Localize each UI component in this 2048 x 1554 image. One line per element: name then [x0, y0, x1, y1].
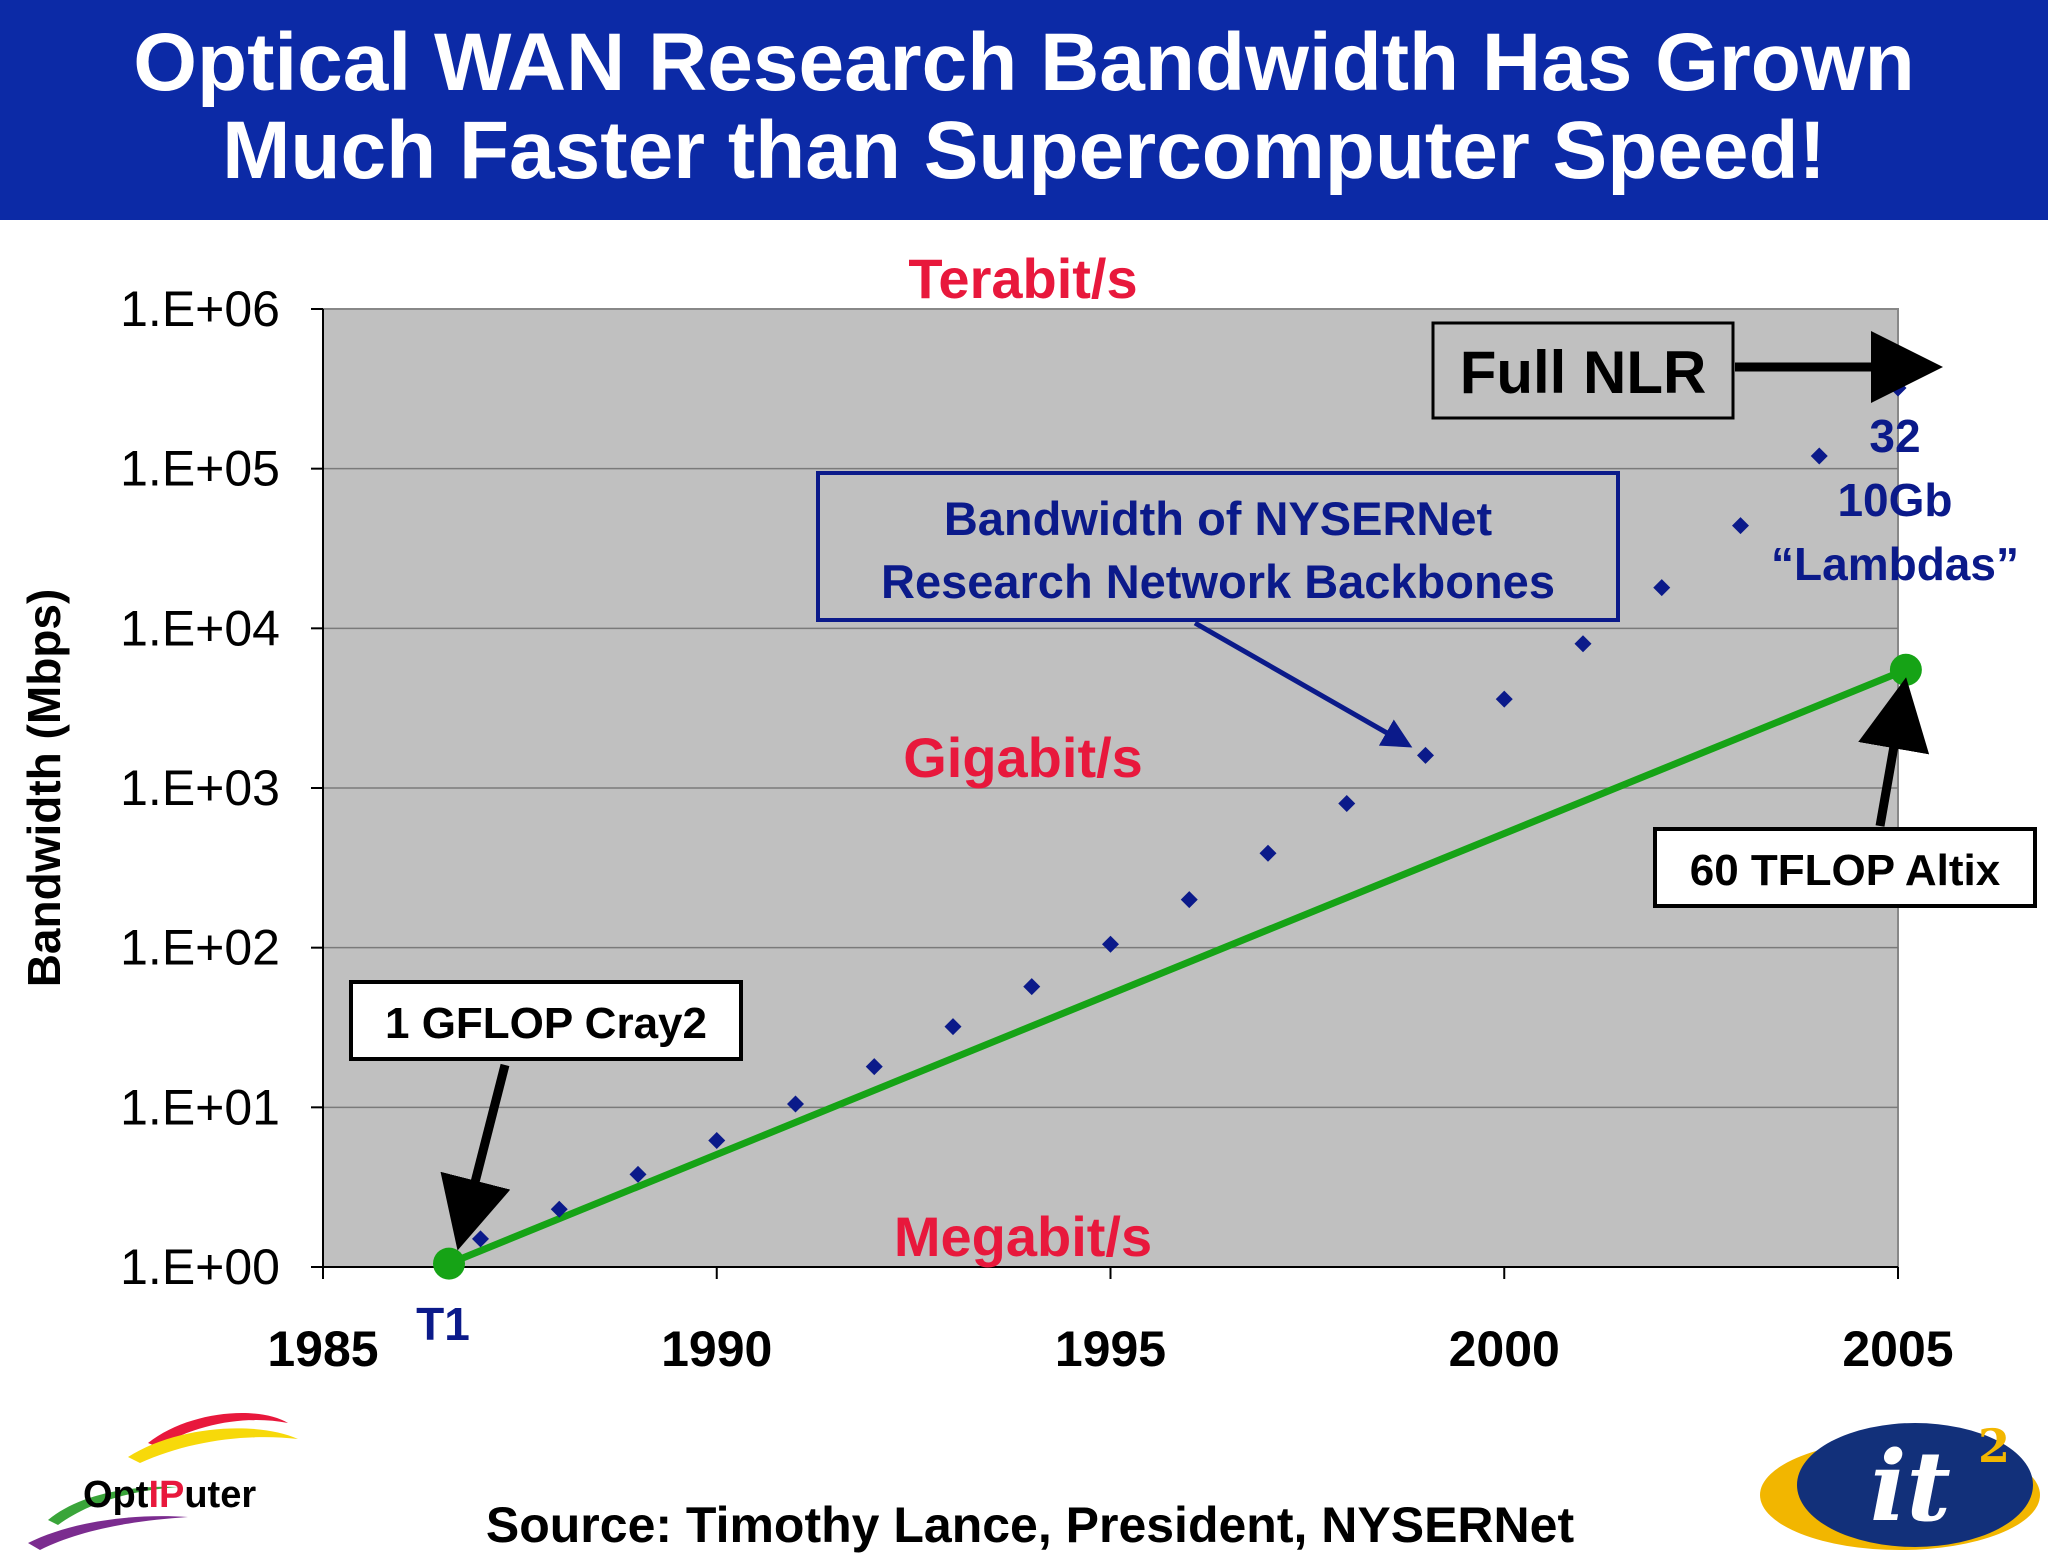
it2-logo: it 2 [1760, 1419, 2040, 1550]
svg-text:it: it [1870, 1430, 1951, 1543]
lambdas-label-1: 32 [1869, 410, 1920, 462]
t1-label: T1 [416, 1298, 470, 1350]
source-credit: Source: Timothy Lance, President, NYSERN… [485, 1497, 1575, 1553]
x-tick-label: 1990 [661, 1321, 772, 1377]
bandwidth-point [1574, 635, 1592, 653]
band-label-megabit: Megabit/s [894, 1205, 1152, 1268]
cray-box [349, 980, 743, 1061]
bandwidth-point [944, 1018, 962, 1036]
y-tick-label: 1.E+01 [120, 1079, 280, 1135]
x-tick-label: 1995 [1055, 1321, 1166, 1377]
bandwidth-point [708, 1131, 726, 1149]
bandwidth-point [1653, 579, 1671, 597]
bandwidth-point [1810, 447, 1828, 465]
svg-text:OptIPuter: OptIPuter [83, 1474, 256, 1516]
altix-point [1889, 653, 1922, 686]
full-nlr-box [1431, 321, 1735, 420]
nysernet-box [816, 471, 1620, 622]
altix-box [1653, 827, 2037, 908]
altix-arrow [1858, 677, 1930, 827]
svg-text:2: 2 [1978, 1419, 2010, 1473]
band-label-gigabit: Gigabit/s [903, 726, 1143, 789]
y-tick-label: 1.E+02 [120, 920, 280, 976]
y-tick-label: 1.E+00 [120, 1239, 280, 1295]
y-tick-label: 1.E+06 [120, 281, 280, 337]
bandwidth-point [1417, 746, 1434, 764]
bandwidth-point [1732, 517, 1749, 535]
nysernet-label-1: Bandwidth of NYSERNet [944, 492, 1493, 545]
bandwidth-point [1102, 935, 1119, 953]
supercomputer-line [447, 666, 1908, 1267]
x-tick-label: 2005 [1842, 1321, 1953, 1377]
cray-arrow [440, 1063, 511, 1251]
bandwidth-point [865, 1058, 883, 1076]
title-banner: Optical WAN Research Bandwidth Has Grown… [0, 0, 2048, 220]
full-nlr-label: Full NLR [1460, 339, 1707, 406]
x-tick-labels: 1985 1990 1995 2000 2005 [267, 1267, 1954, 1377]
y-tick-labels: 1.E+00 1.E+01 1.E+02 1.E+03 1.E+04 1.E+05 1.E+… [120, 281, 280, 1295]
x-tick-label: 2000 [1449, 1321, 1560, 1377]
optiputer-logo: OptIPuter [28, 1412, 298, 1550]
bandwidth-point [1259, 844, 1277, 862]
cray2-point [433, 1247, 465, 1280]
bandwidth-point [1023, 978, 1041, 996]
cray-label: 1 GFLOP Cray2 [385, 999, 707, 1048]
bandwidth-point [1180, 891, 1198, 909]
bandwidth-point [629, 1165, 647, 1183]
page-title-line-2: Much Faster than Supercomputer Speed! [222, 105, 1826, 196]
x-tick-label: 1985 [267, 1321, 378, 1377]
band-label-terabit: Terabit/s [908, 247, 1137, 310]
y-tick-label: 1.E+04 [120, 600, 280, 656]
y-tick-label: 1.E+05 [120, 441, 280, 497]
page-title-line-1: Optical WAN Research Bandwidth Has Grown [133, 17, 1915, 108]
y-axis-label: Bandwidth (Mbps) [18, 589, 70, 988]
bandwidth-point [787, 1095, 804, 1113]
nysernet-arrow [1193, 620, 1413, 748]
bandwidth-point [1338, 794, 1356, 812]
bandwidth-point [1495, 690, 1513, 708]
bandwidth-point [550, 1200, 568, 1218]
lambdas-label-3: “Lambdas” [1771, 538, 2019, 590]
y-tick-label: 1.E+03 [120, 760, 280, 816]
lambdas-label-2: 10Gb [1837, 474, 1952, 526]
nysernet-label-2: Research Network Backbones [881, 555, 1555, 608]
altix-label: 60 TFLOP Altix [1690, 846, 2001, 895]
